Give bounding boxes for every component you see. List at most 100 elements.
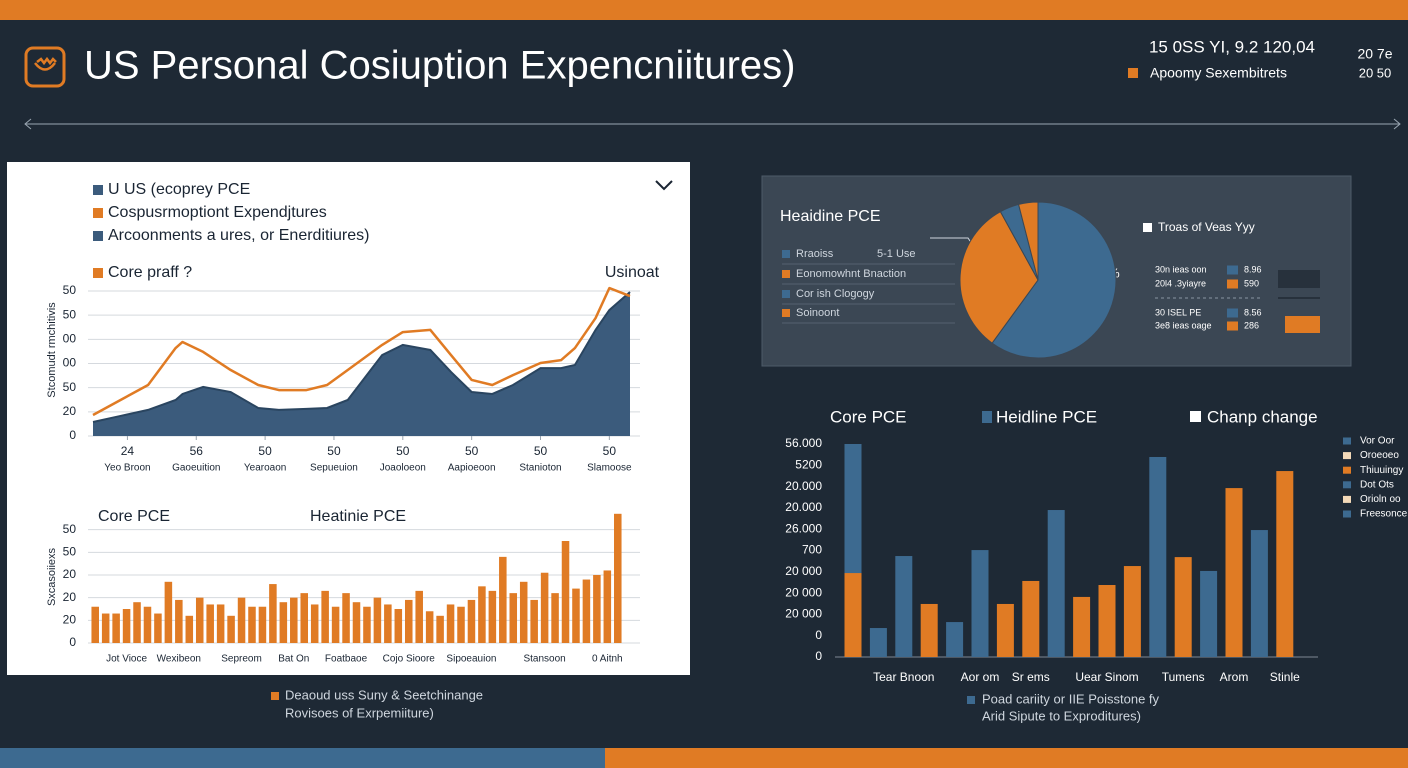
bar [310, 604, 319, 643]
bar [603, 570, 612, 643]
bar [551, 593, 559, 643]
bar [331, 606, 340, 643]
side-legend-swatch [1343, 510, 1351, 518]
bar [300, 593, 309, 643]
bar [869, 628, 887, 657]
table-swatch [1227, 265, 1238, 275]
y-tick-label: 50 [63, 283, 77, 297]
y-tick-label: 50 [63, 307, 77, 321]
legend-swatch [782, 250, 790, 258]
y-tick-label: 50 [63, 545, 77, 559]
bottom-strip-blue [0, 748, 605, 768]
y-tick-label: 0 [815, 649, 822, 663]
table-swatch [1227, 321, 1238, 331]
bar [946, 622, 964, 657]
table-label: 30n ieas oon [1155, 264, 1207, 274]
header-legend: Apoomy Sexembitrets [1150, 65, 1287, 81]
legend-label: Core PCE [830, 407, 907, 426]
x-tick-label: Stansoon [523, 654, 565, 665]
y-tick-label: 20 [63, 567, 77, 581]
bar [206, 604, 214, 643]
table-label: 20l4 .3yiayre [1155, 278, 1206, 288]
chart-annotation: Core PCE [98, 508, 170, 525]
bar [394, 609, 403, 643]
table-swatch [1227, 279, 1238, 289]
header-legend-swatch [1128, 68, 1138, 78]
x-tick-label: Sr ems [1012, 670, 1050, 684]
bar [1073, 596, 1091, 657]
legend-label: Cor ish Clogogy [796, 288, 875, 300]
table-value: 8.56 [1244, 307, 1262, 317]
table-label: 30 ISEL PE [1155, 307, 1201, 317]
area [93, 291, 630, 436]
x-tick-name: Gaoeuition [172, 463, 220, 474]
y-tick-label: 0 [815, 628, 822, 642]
y-tick-label: 26.000 [785, 521, 822, 535]
y-tick-label: 20.000 [785, 479, 822, 493]
pie-title: Heaidine PCE [780, 208, 881, 225]
x-tick-label: Cojo Sioore [383, 654, 436, 665]
caption-swatch [271, 692, 279, 700]
side-legend-swatch [1343, 452, 1351, 460]
x-tick-label: 56 [190, 444, 204, 458]
bar [363, 606, 371, 643]
bar [373, 597, 382, 643]
x-tick-label: Wexibeon [157, 654, 201, 665]
area-edge [92, 291, 631, 423]
bar [321, 590, 329, 643]
bar [593, 575, 601, 643]
bar [237, 597, 246, 643]
x-tick-name: Yearoaon [244, 463, 286, 474]
bar [415, 590, 423, 643]
x-tick-label: 50 [327, 444, 341, 458]
bar [133, 602, 141, 643]
caption-swatch [967, 696, 975, 704]
legend-swatch [782, 290, 790, 298]
bar [384, 604, 392, 643]
y-tick-label: 20 000 [785, 585, 822, 599]
bar [1149, 456, 1167, 657]
legend-label: Cospusrmoptiont Expendjtures [108, 204, 327, 221]
dropdown-chevron[interactable] [655, 180, 673, 191]
table-value: 286 [1244, 320, 1259, 330]
x-tick-name: Yeo Broon [104, 463, 150, 474]
legend-label: Heidline PCE [996, 407, 1097, 426]
y-tick-label: 0 [69, 428, 76, 442]
logo-glyph [34, 56, 57, 71]
bar [920, 603, 938, 657]
side-legend-label: Thiuuingy [1360, 465, 1403, 476]
x-tick-label: Foatbaoe [325, 654, 368, 665]
side-legend-swatch [1343, 466, 1351, 474]
x-tick-name: Joaoloeon [380, 463, 426, 474]
x-tick-label: Tumens [1162, 670, 1205, 684]
bar [582, 579, 591, 643]
bar [154, 613, 162, 643]
side-legend-swatch [1343, 437, 1351, 445]
bar [1022, 580, 1040, 657]
bar [404, 599, 413, 643]
bar [1276, 471, 1294, 657]
legend-swatch [93, 185, 103, 195]
x-tick-name: Stanioton [519, 463, 561, 474]
pie-slice [1017, 201, 1039, 281]
y-tick-label: 20.000 [785, 500, 822, 514]
y-tick-label: 50 [63, 380, 77, 394]
x-tick-label: Stinle [1270, 670, 1300, 684]
table-swatch [1227, 308, 1238, 318]
bar [216, 604, 225, 643]
bar [279, 602, 288, 643]
header-side-top: 20 7e [1357, 46, 1392, 62]
side-legend-label: Oroeoeo [1360, 450, 1399, 461]
pie-slice [959, 210, 1039, 344]
y-tick-label: 5200 [795, 457, 822, 471]
x-tick-label: 24 [121, 444, 135, 458]
bar [895, 556, 913, 657]
x-tick-name: Sepueuion [310, 463, 358, 474]
y-tick-label: 56.000 [785, 436, 822, 450]
bar [258, 606, 267, 643]
divider [24, 118, 1401, 130]
bar [446, 604, 455, 643]
x-tick-label: Bat On [278, 654, 309, 665]
bar [509, 593, 518, 643]
chart-annotation: Heatinie PCE [310, 508, 406, 525]
